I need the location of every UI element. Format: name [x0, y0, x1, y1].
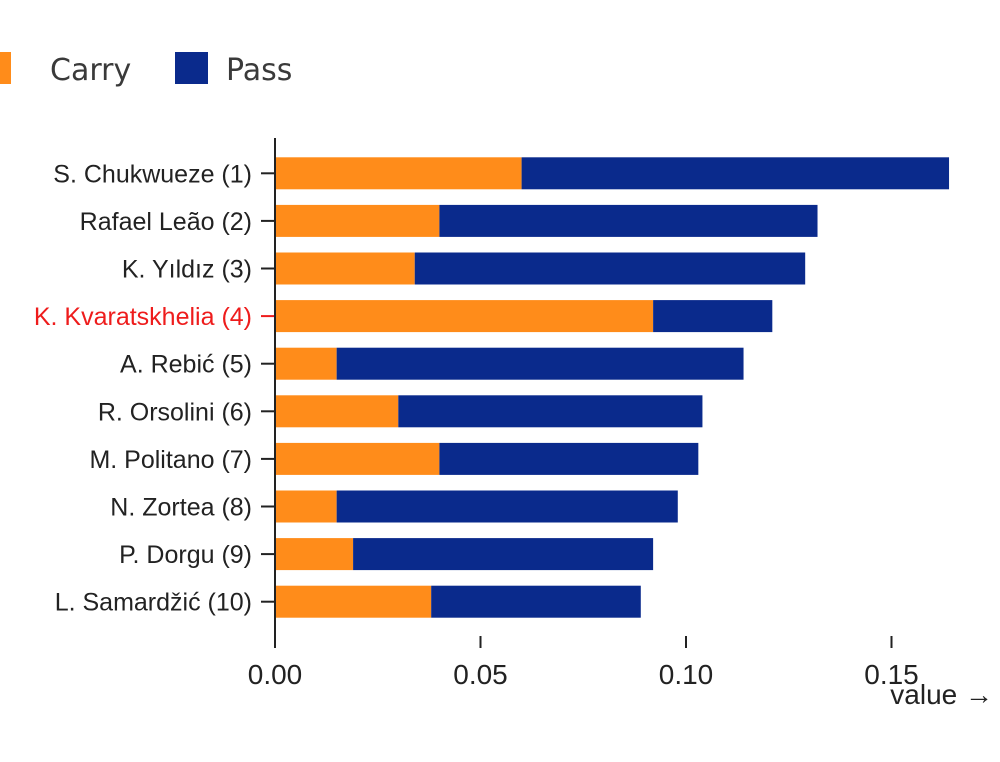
- x-tick-label-0: 0.00: [248, 659, 303, 690]
- x-tick-label-1: 0.05: [453, 659, 508, 690]
- x-tick-label-2: 0.10: [659, 659, 714, 690]
- bars: [275, 157, 950, 618]
- bar-carry-1: [275, 157, 522, 190]
- y-tick-label-8: N. Zortea (8): [110, 494, 252, 522]
- bar-carry-10: [275, 585, 432, 618]
- bar-carry-7: [275, 442, 440, 475]
- bar-pass-7: [439, 442, 699, 475]
- bar-carry-9: [275, 538, 354, 571]
- legend: Carry Pass: [0, 52, 292, 88]
- bar-pass-9: [353, 538, 654, 571]
- x-axis-title: value →: [890, 679, 993, 710]
- y-tick-label-7: M. Politano (7): [89, 446, 252, 474]
- y-tick-label-3: K. Yıldız (3): [122, 256, 252, 284]
- y-tick-label-5: A. Rebić (5): [120, 351, 252, 379]
- bar-pass-4: [653, 300, 773, 333]
- bar-carry-2: [275, 204, 440, 237]
- legend-swatch-carry: [0, 52, 11, 84]
- bar-carry-4: [275, 300, 654, 333]
- bar-pass-2: [439, 204, 818, 237]
- y-tick-label-2: Rafael Leão (2): [80, 208, 252, 236]
- legend-swatch-pass: [175, 52, 208, 84]
- bar-pass-6: [398, 395, 703, 428]
- bar-pass-8: [336, 490, 678, 523]
- bar-carry-6: [275, 395, 399, 428]
- y-tick-label-9: P. Dorgu (9): [119, 541, 252, 569]
- y-tick-label-10: L. Samardžić (10): [55, 589, 252, 617]
- bar-pass-3: [414, 252, 806, 285]
- bar-pass-1: [521, 157, 950, 190]
- bar-carry-8: [275, 490, 337, 523]
- x-tick-label-3: 0.15: [864, 659, 919, 690]
- bar-carry-3: [275, 252, 415, 285]
- bar-pass-10: [431, 585, 641, 618]
- y-tick-label-1: S. Chukwueze (1): [53, 160, 252, 188]
- legend-label-carry: Carry: [50, 53, 131, 88]
- y-tick-label-4: K. Kvaratskhelia (4): [34, 303, 252, 331]
- legend-label-pass: Pass: [226, 53, 292, 88]
- bar-carry-5: [275, 347, 337, 380]
- y-axis: S. Chukwueze (1) Rafael Leão (2) K. Yıldız…: [34, 138, 276, 648]
- y-tick-label-6: R. Orsolini (6): [98, 398, 252, 426]
- bar-pass-5: [336, 347, 744, 380]
